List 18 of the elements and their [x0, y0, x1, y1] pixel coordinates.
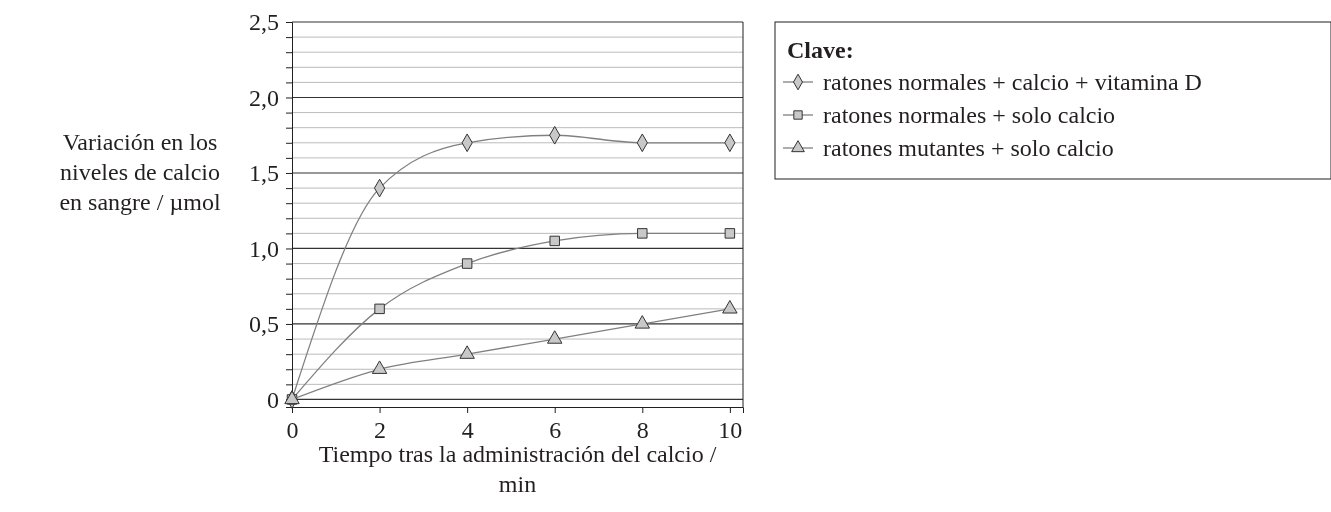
x-tick-label: 0	[286, 416, 299, 443]
y-tick-label: 0,5	[249, 311, 279, 338]
y-axis-title: Variación en los niveles de calcio en sangre / µmol	[59, 129, 221, 215]
x-axis-title: Tiempo tras la administración del calcio / min	[318, 441, 717, 497]
legend-label: ratones mutantes + solo calcio	[823, 135, 1114, 161]
y-tick-label: 1,0	[249, 235, 279, 262]
x-tick-label: 10	[718, 416, 743, 443]
legend-label: ratones normales + calcio + vitamina D	[823, 69, 1202, 95]
y-tick-label: 2,0	[249, 84, 279, 111]
x-tick-label: 8	[636, 416, 649, 443]
legend-title: Clave:	[787, 37, 854, 63]
x-tick-label: 6	[549, 416, 562, 443]
legend-label: ratones normales + solo calcio	[823, 102, 1116, 128]
y-tick-label: 1,5	[249, 160, 279, 187]
y-tick-label: 2,5	[249, 9, 279, 36]
x-tick-label: 4	[461, 416, 474, 443]
x-tick-label: 2	[374, 416, 387, 443]
y-tick-label: 0	[267, 386, 279, 413]
